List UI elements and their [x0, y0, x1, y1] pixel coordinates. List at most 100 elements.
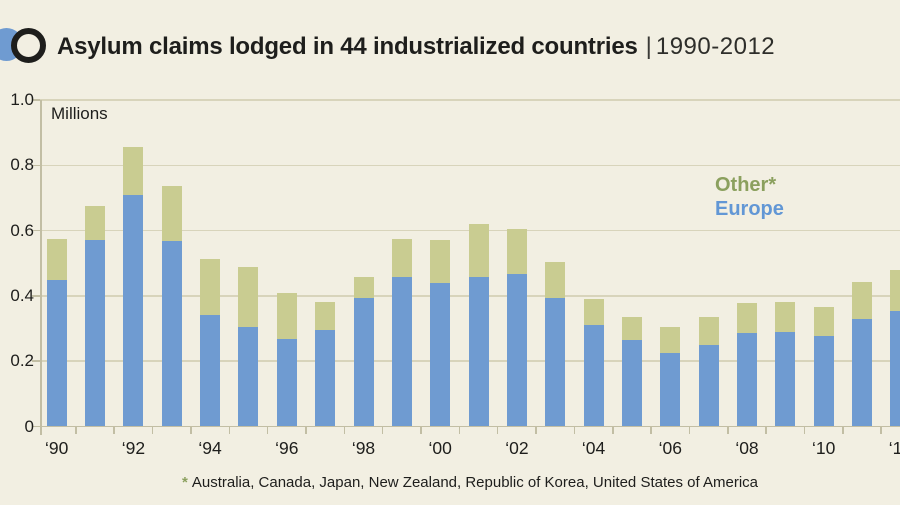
- y-axis-tick: [32, 295, 40, 297]
- x-axis-tick: [343, 426, 346, 434]
- bar-segment-other: [506, 228, 527, 275]
- bar-2008: [737, 303, 757, 427]
- bar-segment-europe: [813, 336, 834, 427]
- bar-segment-europe: [506, 274, 527, 427]
- x-tick-label: ‘94: [198, 438, 222, 458]
- bar-segment-other: [775, 301, 796, 333]
- x-axis-tick: [727, 426, 729, 434]
- bar-segment-other: [161, 185, 182, 242]
- x-axis-tick: [75, 426, 77, 434]
- x-axis-tick: [650, 426, 652, 434]
- footnote-text: Australia, Canada, Japan, New Zealand, R…: [191, 474, 758, 491]
- chart-legend: Other* Europe: [715, 174, 784, 221]
- title-main: Asylum claims lodged in 44 industrialize…: [57, 33, 638, 60]
- bar-segment-other: [315, 302, 336, 330]
- logo-ring-icon: [11, 28, 46, 63]
- bar-2003: [545, 261, 566, 427]
- bar-segment-europe: [852, 318, 873, 427]
- x-tick-label: ‘02: [505, 438, 529, 458]
- bar-segment-europe: [238, 326, 259, 427]
- bar-segment-europe: [660, 353, 681, 427]
- bar-1997: [315, 302, 336, 427]
- bar-segment-other: [123, 146, 144, 195]
- gridline-0: [40, 425, 900, 428]
- x-axis-tick: [612, 426, 614, 434]
- bar-segment-other: [813, 306, 834, 337]
- bar-segment-europe: [430, 283, 451, 427]
- bar-segment-europe: [315, 329, 336, 427]
- bar-1991: [85, 205, 106, 427]
- x-axis-tick: [842, 426, 844, 434]
- bar-segment-other: [238, 267, 259, 327]
- y-tick-label: 0.2: [10, 351, 34, 371]
- footnote-asterisk: *: [182, 474, 188, 491]
- bar-segment-europe: [737, 333, 757, 427]
- x-axis-tick: [381, 426, 384, 434]
- bar-segment-other: [391, 238, 412, 277]
- bar-segment-other: [353, 276, 374, 298]
- bar-segment-other: [583, 298, 604, 326]
- bar-segment-europe: [46, 280, 67, 427]
- bar-segment-europe: [123, 194, 144, 427]
- bar-2005: [621, 316, 642, 427]
- bar-2002: [506, 228, 527, 427]
- bar-2012: [890, 269, 900, 427]
- bar-segment-other: [276, 292, 297, 339]
- x-tick-label: ‘10: [812, 438, 836, 458]
- x-axis-tick: [535, 426, 537, 434]
- bar-2001: [468, 223, 489, 427]
- y-tick-label: 1.0: [10, 90, 34, 109]
- x-axis-tick: [688, 426, 691, 434]
- legend-item-europe: Europe: [715, 197, 784, 220]
- bar-segment-other: [46, 239, 67, 281]
- x-axis-tick: [266, 426, 269, 434]
- bar-segment-europe: [276, 338, 297, 427]
- bar-segment-other: [430, 240, 451, 284]
- title-period: 1990-2012: [655, 33, 776, 60]
- bar-2007: [698, 316, 719, 427]
- bar-1995: [238, 267, 259, 427]
- bar-segment-other: [660, 326, 681, 354]
- x-axis-tick: [228, 426, 231, 434]
- y-tick-label: 0.6: [10, 220, 34, 240]
- bar-segment-other: [698, 316, 719, 345]
- bar-segment-europe: [200, 315, 221, 427]
- bar-segment-other: [85, 205, 106, 241]
- bar-segment-europe: [621, 340, 642, 427]
- bar-segment-europe: [391, 276, 412, 427]
- y-axis-tick: [32, 229, 40, 232]
- x-axis-tick: [496, 426, 499, 434]
- bar-1993: [161, 185, 182, 427]
- x-axis-tick: [420, 426, 422, 434]
- bar-segment-europe: [775, 332, 796, 427]
- x-tick-label: ‘96: [275, 438, 299, 458]
- bar-segment-europe: [468, 276, 489, 427]
- x-tick-label: ‘08: [735, 438, 759, 458]
- x-tick-label: ‘12: [888, 438, 900, 458]
- x-axis-tick: [573, 426, 576, 434]
- page-title: Asylum claims lodged in 44 industrialize…: [57, 32, 775, 62]
- y-axis-unit-label: Millions: [51, 104, 108, 123]
- bar-segment-other: [890, 269, 900, 311]
- y-axis-tick: [32, 425, 40, 428]
- bar-2009: [775, 301, 796, 427]
- y-tick-label: 0: [24, 416, 34, 436]
- bar-segment-europe: [85, 240, 106, 427]
- bar-segment-other: [545, 261, 566, 299]
- title-separator: |: [645, 33, 652, 60]
- y-axis-tick: [32, 99, 40, 101]
- x-axis-tick: [458, 426, 461, 434]
- bar-segment-europe: [161, 241, 182, 427]
- bar-1999: [391, 238, 412, 427]
- x-tick-label: ‘98: [351, 438, 376, 458]
- bar-1998: [353, 276, 374, 427]
- bar-2004: [583, 298, 604, 427]
- bar-segment-europe: [890, 310, 900, 427]
- y-axis-tick: [32, 164, 40, 167]
- x-axis-tick: [305, 426, 307, 434]
- x-axis-tick: [803, 426, 806, 434]
- x-tick-label: ‘00: [428, 438, 452, 458]
- bar-2011: [852, 281, 873, 427]
- x-tick-label: ‘92: [121, 438, 146, 458]
- bar-segment-europe: [353, 297, 374, 427]
